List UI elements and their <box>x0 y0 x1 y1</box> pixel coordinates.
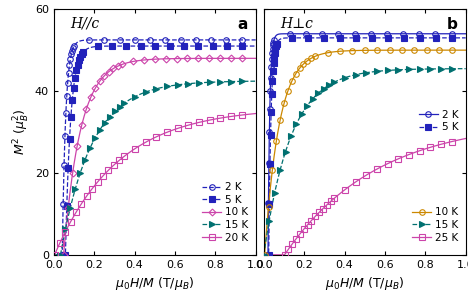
Text: b: b <box>447 17 458 32</box>
Text: H⊥c: H⊥c <box>280 17 313 31</box>
Legend: 2 K, 5 K, 10 K, 15 K, 20 K: 2 K, 5 K, 10 K, 15 K, 20 K <box>200 180 250 245</box>
X-axis label: $\mu_0 H/M$ (T/$\mu_B$): $\mu_0 H/M$ (T/$\mu_B$) <box>115 275 194 292</box>
Text: a: a <box>237 17 248 32</box>
X-axis label: $\mu_0 H/M$ (T/$\mu_B$): $\mu_0 H/M$ (T/$\mu_B$) <box>325 275 404 292</box>
Text: H//c: H//c <box>70 17 99 31</box>
Legend: 10 K, 15 K, 25 K: 10 K, 15 K, 25 K <box>410 205 461 245</box>
Y-axis label: $M^2$ ($\mu_B^2$): $M^2$ ($\mu_B^2$) <box>12 109 32 155</box>
